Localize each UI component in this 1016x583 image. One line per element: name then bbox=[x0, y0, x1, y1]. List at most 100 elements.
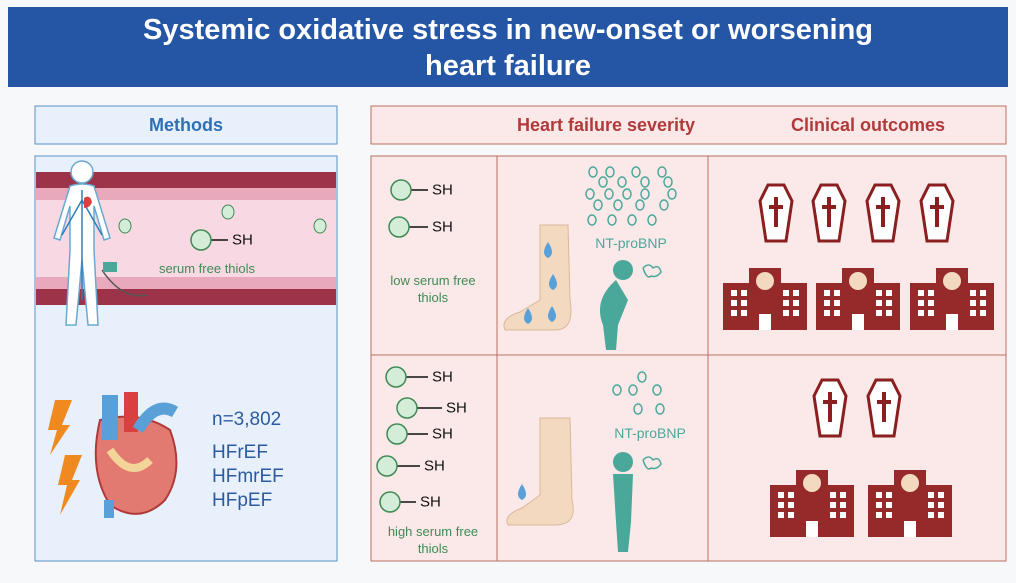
outcomes-heading: Clinical outcomes bbox=[791, 116, 945, 134]
thiol bbox=[386, 367, 406, 387]
window bbox=[928, 310, 934, 316]
window bbox=[876, 512, 882, 518]
window bbox=[834, 300, 840, 306]
graphical-abstract: Systemic oxidative stress in new-onset o… bbox=[0, 0, 1016, 583]
window bbox=[886, 310, 892, 316]
window bbox=[840, 502, 846, 508]
hf-subtype: HFmrEF bbox=[212, 467, 284, 486]
door bbox=[806, 521, 818, 537]
window bbox=[824, 300, 830, 306]
window bbox=[830, 502, 836, 508]
hospital-sign bbox=[756, 272, 774, 290]
window bbox=[834, 290, 840, 296]
window bbox=[783, 310, 789, 316]
window bbox=[830, 512, 836, 518]
window bbox=[928, 300, 934, 306]
window bbox=[886, 512, 892, 518]
window bbox=[938, 512, 944, 518]
thiol-label: SH bbox=[232, 233, 253, 248]
thiol bbox=[387, 424, 407, 444]
window bbox=[788, 512, 794, 518]
window bbox=[876, 502, 882, 508]
window bbox=[840, 492, 846, 498]
window bbox=[928, 492, 934, 498]
thiol-label: SH bbox=[432, 220, 453, 235]
window bbox=[928, 290, 934, 296]
person-head bbox=[613, 260, 633, 280]
hf-subtype: HFpEF bbox=[212, 491, 272, 510]
hospital-sign bbox=[943, 272, 961, 290]
thiol-label: SH bbox=[432, 427, 453, 442]
window bbox=[741, 290, 747, 296]
thiol-label: SH bbox=[424, 459, 445, 474]
window bbox=[793, 300, 799, 306]
window bbox=[876, 310, 882, 316]
syringe bbox=[103, 262, 117, 272]
thiol-label: SH bbox=[420, 495, 441, 510]
window bbox=[918, 310, 924, 316]
artwork bbox=[0, 0, 1016, 583]
window bbox=[980, 300, 986, 306]
door bbox=[852, 314, 864, 330]
window bbox=[834, 310, 840, 316]
hf-subtype: HFrEF bbox=[212, 443, 268, 462]
particle bbox=[314, 219, 326, 233]
window bbox=[741, 300, 747, 306]
hospital-sign bbox=[849, 272, 867, 290]
window bbox=[938, 502, 944, 508]
door bbox=[904, 521, 916, 537]
window bbox=[980, 290, 986, 296]
biomarker-label: NT-proBNP bbox=[595, 236, 667, 250]
window bbox=[824, 290, 830, 296]
hospital-sign bbox=[803, 474, 821, 492]
particle bbox=[119, 219, 131, 233]
window bbox=[886, 300, 892, 306]
thiol-label: SH bbox=[432, 370, 453, 385]
window bbox=[783, 300, 789, 306]
methods-heading: Methods bbox=[149, 116, 223, 134]
title: Systemic oxidative stress in new-onset o… bbox=[8, 12, 1008, 84]
thiol bbox=[397, 398, 417, 418]
door bbox=[759, 314, 771, 330]
window bbox=[918, 290, 924, 296]
thiol-label: SH bbox=[432, 183, 453, 198]
window bbox=[918, 300, 924, 306]
window bbox=[970, 310, 976, 316]
thiol bbox=[377, 456, 397, 476]
window bbox=[928, 512, 934, 518]
thiol bbox=[391, 180, 411, 200]
window bbox=[788, 502, 794, 508]
heart bbox=[96, 392, 177, 518]
cohort-size: n=3,802 bbox=[212, 410, 281, 429]
window bbox=[970, 300, 976, 306]
hospital-sign bbox=[901, 474, 919, 492]
window bbox=[793, 310, 799, 316]
window bbox=[778, 502, 784, 508]
window bbox=[783, 290, 789, 296]
window bbox=[830, 492, 836, 498]
particle bbox=[222, 205, 234, 219]
window bbox=[840, 512, 846, 518]
window bbox=[778, 492, 784, 498]
window bbox=[793, 290, 799, 296]
window bbox=[886, 502, 892, 508]
window bbox=[886, 290, 892, 296]
window bbox=[980, 310, 986, 316]
window bbox=[731, 300, 737, 306]
thiol bbox=[389, 217, 409, 237]
thiol bbox=[380, 492, 400, 512]
window bbox=[731, 290, 737, 296]
person-head bbox=[613, 452, 633, 472]
window bbox=[876, 300, 882, 306]
window bbox=[778, 512, 784, 518]
biomarker-label: NT-proBNP bbox=[614, 426, 686, 440]
window bbox=[741, 310, 747, 316]
window bbox=[824, 310, 830, 316]
thiol-caption: high serum free thiols bbox=[378, 523, 488, 557]
thiol bbox=[191, 230, 211, 250]
thiol-caption: low serum free thiols bbox=[378, 272, 488, 306]
window bbox=[876, 492, 882, 498]
thiol-caption: serum free thiols bbox=[127, 260, 287, 277]
window bbox=[731, 310, 737, 316]
window bbox=[788, 492, 794, 498]
